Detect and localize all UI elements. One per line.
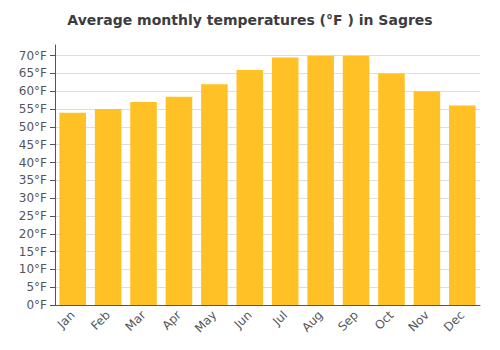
svg-text:10°F: 10°F xyxy=(19,262,47,276)
svg-text:20°F: 20°F xyxy=(19,227,47,241)
svg-text:Sep: Sep xyxy=(335,308,361,334)
svg-text:5°F: 5°F xyxy=(26,280,47,294)
svg-text:65°F: 65°F xyxy=(19,66,47,80)
svg-text:Oct: Oct xyxy=(372,308,397,333)
svg-text:Average monthly temperatures (: Average monthly temperatures (°F ) in Sa… xyxy=(67,12,432,28)
svg-text:Mar: Mar xyxy=(123,308,149,334)
svg-text:Feb: Feb xyxy=(88,308,113,333)
svg-text:Jun: Jun xyxy=(231,308,255,332)
svg-text:60°F: 60°F xyxy=(19,84,47,98)
svg-text:Dec: Dec xyxy=(441,308,467,334)
svg-text:Jan: Jan xyxy=(54,308,78,332)
svg-text:40°F: 40°F xyxy=(19,156,47,170)
svg-text:70°F: 70°F xyxy=(19,49,47,63)
svg-text:Nov: Nov xyxy=(405,308,431,334)
svg-text:25°F: 25°F xyxy=(19,209,47,223)
svg-text:0°F: 0°F xyxy=(26,298,47,312)
svg-text:55°F: 55°F xyxy=(19,102,47,116)
svg-text:May: May xyxy=(192,308,219,335)
svg-text:35°F: 35°F xyxy=(19,173,47,187)
svg-text:45°F: 45°F xyxy=(19,138,47,152)
svg-text:Aug: Aug xyxy=(299,308,325,334)
svg-text:50°F: 50°F xyxy=(19,120,47,134)
svg-text:30°F: 30°F xyxy=(19,191,47,205)
svg-text:Apr: Apr xyxy=(159,308,184,333)
svg-text:Jul: Jul xyxy=(269,308,290,329)
svg-text:15°F: 15°F xyxy=(19,245,47,259)
